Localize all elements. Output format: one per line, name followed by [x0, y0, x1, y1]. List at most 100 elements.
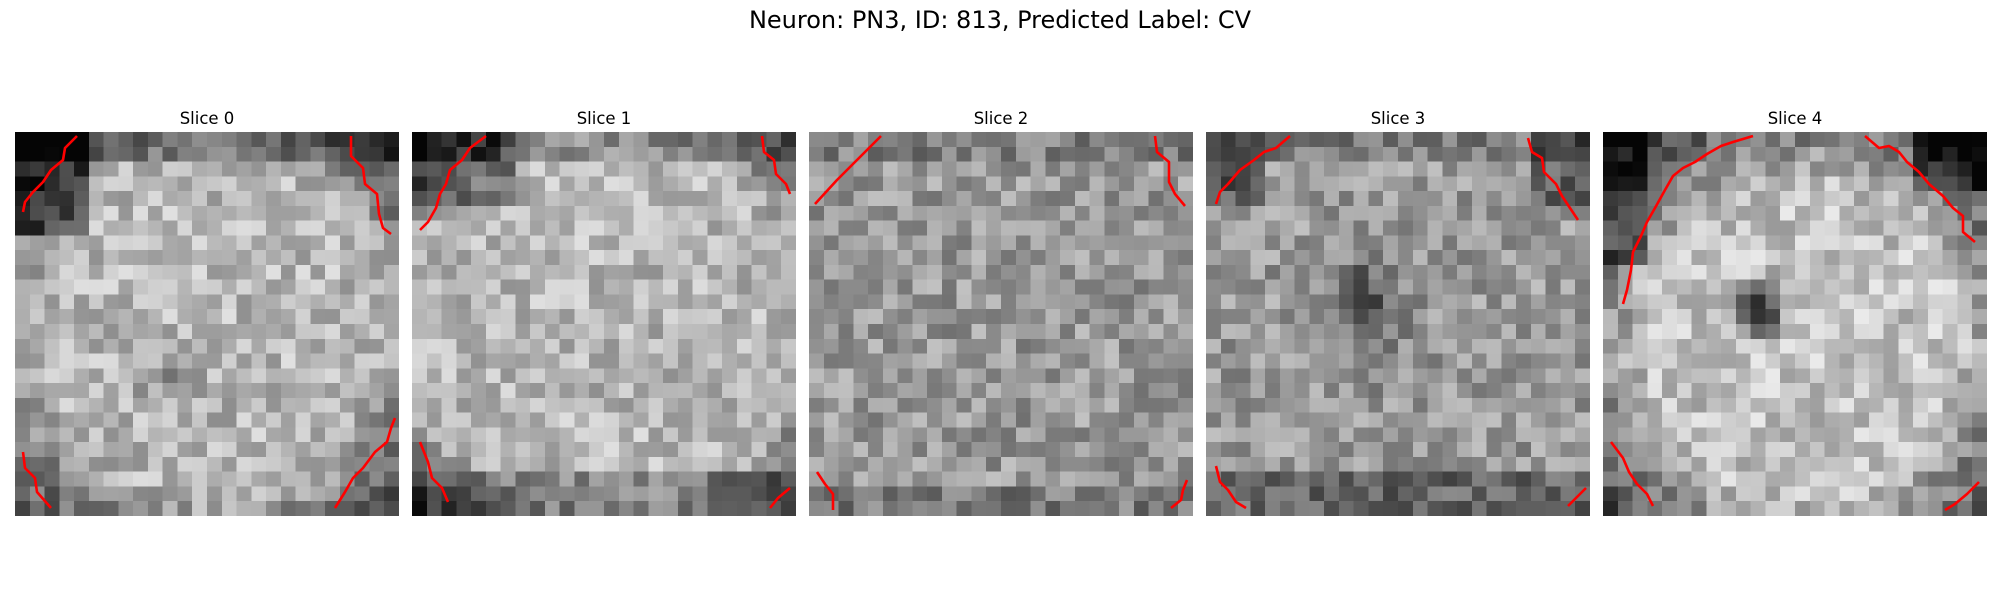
slice-title: Slice 3	[1370, 109, 1426, 128]
image-pixel	[1412, 442, 1429, 458]
image-pixel	[384, 486, 399, 502]
image-pixel	[177, 486, 193, 502]
image-pixel	[1178, 427, 1193, 443]
image-pixel	[1545, 250, 1562, 266]
image-pixel	[412, 501, 428, 516]
image-pixel	[29, 146, 46, 163]
image-pixel	[354, 235, 371, 251]
image-pixel	[1603, 264, 1619, 281]
image-pixel	[192, 161, 208, 177]
image-pixel	[1353, 486, 1370, 502]
image-pixel	[162, 250, 179, 266]
image-pixel	[1104, 294, 1120, 310]
image-pixel	[1368, 442, 1384, 458]
image-pixel	[736, 338, 753, 355]
image-pixel	[1250, 456, 1266, 473]
image-pixel	[1015, 338, 1032, 355]
image-pixel	[1913, 279, 1929, 296]
image-pixel	[1765, 501, 1781, 516]
image-pixel	[1501, 368, 1517, 384]
image-pixel	[515, 235, 531, 251]
image-pixel	[722, 397, 738, 414]
image-pixel	[426, 324, 443, 340]
image-pixel	[544, 427, 561, 443]
image-pixel	[59, 427, 75, 443]
image-pixel	[1632, 279, 1648, 296]
image-pixel	[162, 442, 179, 458]
image-pixel	[280, 412, 297, 428]
image-pixel	[1898, 235, 1914, 251]
image-pixel	[162, 501, 179, 516]
image-pixel	[781, 176, 796, 192]
image-pixel	[677, 146, 694, 163]
image-pixel	[692, 235, 708, 251]
image-pixel	[1927, 353, 1944, 369]
image-pixel	[1442, 324, 1458, 340]
image-pixel	[1045, 191, 1061, 207]
image-pixel	[692, 324, 708, 340]
image-pixel	[207, 471, 223, 488]
image-pixel	[485, 486, 502, 502]
image-pixel	[1854, 205, 1870, 222]
image-pixel	[1780, 191, 1796, 207]
image-pixel	[736, 176, 753, 192]
image-pixel	[485, 338, 502, 355]
image-pixel	[207, 353, 223, 369]
image-pixel	[1662, 442, 1678, 458]
image-pixel	[1353, 250, 1370, 266]
image-pixel	[1795, 324, 1811, 340]
image-pixel	[1942, 176, 1959, 192]
image-pixel	[956, 353, 973, 369]
image-pixel	[882, 456, 899, 473]
image-pixel	[1560, 146, 1576, 163]
image-pixel	[485, 383, 502, 399]
image-pixel	[853, 338, 869, 355]
image-pixel	[1074, 205, 1091, 222]
image-pixel	[192, 132, 208, 148]
image-pixel	[266, 294, 282, 310]
image-pixel	[221, 176, 238, 192]
image-pixel	[1706, 176, 1722, 192]
image-pixel	[853, 456, 869, 473]
image-pixel	[207, 264, 223, 281]
image-pixel	[1603, 294, 1619, 310]
image-pixel	[1516, 501, 1532, 516]
image-pixel	[1942, 368, 1959, 384]
image-pixel	[1060, 338, 1076, 355]
image-pixel	[44, 205, 60, 222]
image-pixel	[1220, 220, 1237, 236]
image-pixel	[1516, 383, 1532, 399]
image-pixel	[1383, 368, 1399, 384]
image-pixel	[1089, 338, 1105, 355]
image-pixel	[1750, 250, 1767, 266]
image-pixel	[1398, 132, 1414, 148]
image-pixel	[1427, 324, 1443, 340]
image-pixel	[1516, 353, 1532, 369]
image-pixel	[1617, 309, 1634, 325]
image-pixel	[530, 486, 546, 502]
image-pixel	[1795, 264, 1811, 281]
image-pixel	[426, 368, 443, 384]
image-pixel	[1045, 250, 1061, 266]
image-pixel	[177, 294, 193, 310]
image-pixel	[1471, 324, 1488, 340]
image-pixel	[147, 338, 164, 355]
image-pixel	[559, 471, 576, 488]
image-pixel	[15, 279, 31, 296]
image-pixel	[1383, 146, 1399, 163]
image-pixel	[1265, 235, 1281, 251]
image-pixel	[1647, 338, 1663, 355]
image-pixel	[1501, 250, 1517, 266]
image-pixel	[1545, 427, 1562, 443]
image-pixel	[339, 427, 356, 443]
image-pixel	[103, 501, 119, 516]
image-pixel	[1662, 294, 1678, 310]
image-pixel	[426, 309, 443, 325]
image-pixel	[500, 161, 516, 177]
image-pixel	[1839, 309, 1855, 325]
image-pixel	[1913, 412, 1929, 428]
image-pixel	[29, 250, 46, 266]
image-pixel	[559, 353, 576, 369]
image-pixel	[1294, 220, 1310, 236]
image-pixel	[471, 161, 487, 177]
